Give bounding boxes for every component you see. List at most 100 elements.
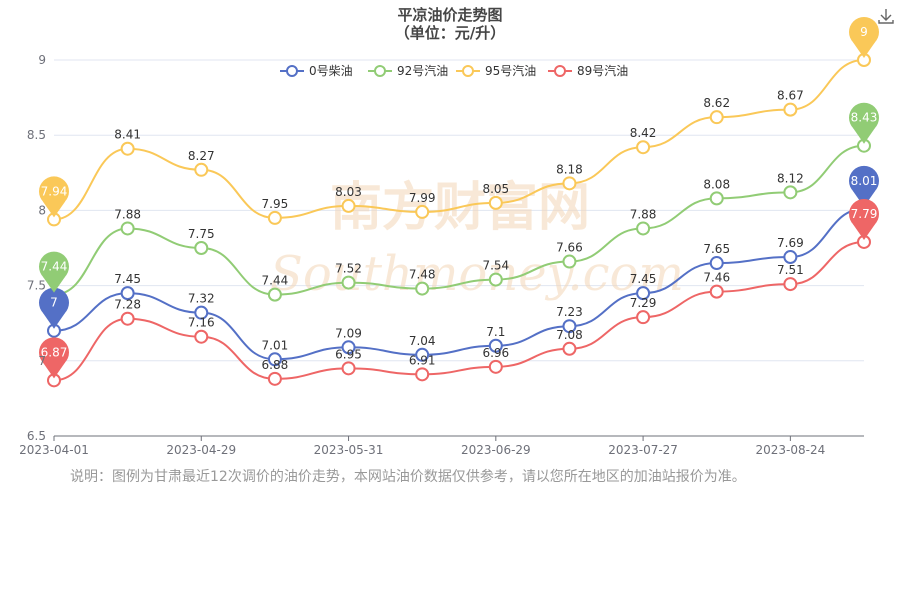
data-point[interactable] [415, 281, 430, 296]
data-point[interactable] [341, 361, 356, 376]
data-label: 7.95 [262, 197, 289, 211]
legend-marker [462, 65, 474, 77]
data-point[interactable] [562, 341, 577, 356]
data-label: 7.99 [409, 191, 436, 205]
data-point[interactable] [267, 287, 282, 302]
data-point[interactable] [709, 191, 724, 206]
data-point[interactable] [267, 210, 282, 225]
data-point[interactable] [194, 329, 209, 344]
data-point[interactable] [120, 311, 135, 326]
data-label: 7.65 [703, 242, 730, 256]
data-point[interactable] [488, 338, 503, 353]
data-point[interactable] [415, 347, 430, 362]
data-point[interactable] [341, 198, 356, 213]
data-label: 6.96 [482, 346, 509, 360]
data-label: 8.27 [188, 149, 215, 163]
data-point[interactable] [341, 340, 356, 355]
x-tick-label: 2023-04-29 [166, 443, 236, 457]
data-point[interactable] [194, 241, 209, 255]
data-point[interactable] [415, 204, 430, 219]
y-tick-label: 9 [38, 53, 46, 67]
pin-tail [852, 223, 876, 240]
data-label: 7.09 [335, 326, 362, 340]
data-point[interactable] [783, 102, 798, 117]
marker-pin: 7 [39, 287, 69, 329]
data-label: 7.54 [482, 259, 509, 273]
data-label: 7.51 [777, 263, 804, 277]
data-point[interactable] [488, 195, 503, 210]
pin-head [39, 337, 69, 368]
pin-label: 7.79 [851, 207, 878, 221]
data-point[interactable] [267, 371, 282, 386]
data-point[interactable] [783, 277, 798, 292]
y-tick-label: 8.5 [27, 128, 46, 142]
data-point[interactable] [709, 284, 724, 299]
legend-marker [374, 65, 386, 77]
y-tick-label: 6.5 [27, 429, 46, 443]
y-tick-label: 7.5 [27, 279, 46, 293]
y-tick-label: 8 [38, 203, 46, 217]
pin-tail [852, 41, 876, 58]
pin-head [849, 165, 879, 196]
data-label: 7.29 [630, 296, 657, 310]
pin-head [849, 17, 879, 47]
data-point[interactable] [194, 162, 209, 177]
data-label: 7.45 [114, 272, 141, 286]
pin-label: 6.87 [41, 345, 68, 359]
watermark-text-en: Southmoney.com [270, 246, 684, 302]
data-point[interactable] [415, 367, 430, 382]
data-label: 7.46 [703, 271, 730, 285]
data-label: 8.08 [703, 177, 730, 191]
marker-pin: 8.01 [849, 165, 879, 207]
data-point[interactable] [636, 140, 651, 155]
x-tick-label: 2023-06-29 [461, 443, 531, 457]
data-label: 7.75 [188, 227, 215, 241]
data-point[interactable] [636, 221, 651, 236]
data-point[interactable] [120, 286, 135, 301]
pin-head [39, 287, 69, 318]
data-point[interactable] [341, 275, 356, 290]
series-group [47, 53, 871, 388]
data-point[interactable] [636, 286, 651, 301]
data-point[interactable] [120, 141, 135, 156]
x-tick-label: 2023-04-01 [19, 443, 89, 457]
pin-tail [852, 127, 876, 144]
data-label: 7.66 [556, 241, 583, 255]
data-label: 7.23 [556, 305, 583, 319]
legend: 0号柴油 92号汽油 95号汽油 89号汽油 [280, 63, 628, 78]
data-point[interactable] [636, 310, 651, 325]
data-point[interactable] [120, 221, 135, 236]
pin-label: 7.94 [41, 184, 68, 198]
data-point[interactable] [267, 352, 282, 367]
data-point[interactable] [783, 250, 798, 265]
data-point[interactable] [562, 254, 577, 269]
data-label: 8.42 [630, 126, 657, 140]
pin-label: 9 [860, 25, 868, 39]
legend-label: 95号汽油 [485, 63, 536, 78]
x-tick-label: 2023-05-31 [314, 443, 384, 457]
data-label: 7.88 [630, 207, 657, 221]
data-point[interactable] [562, 319, 577, 334]
legend-item[interactable]: 92号汽油 [368, 63, 448, 78]
data-labels: 7.45 7.32 7.01 7.09 7.04 7.1 7.23 7.45 7.65 7.69 7… [114, 89, 803, 372]
data-point[interactable] [709, 110, 724, 125]
legend-item[interactable]: 95号汽油 [456, 63, 536, 78]
data-label: 7.01 [262, 338, 289, 352]
download-icon[interactable] [876, 6, 896, 26]
data-point[interactable] [488, 359, 503, 374]
data-label: 6.91 [409, 353, 436, 367]
data-point[interactable] [783, 185, 798, 200]
legend-item[interactable]: 0号柴油 [280, 64, 353, 78]
chart-title: 平凉油价走势图 [397, 6, 502, 24]
marker-pin: 8.43 [849, 102, 879, 144]
data-point[interactable] [194, 305, 209, 320]
grid [54, 59, 864, 437]
x-tick-label: 2023-07-27 [608, 443, 678, 457]
data-label: 7.32 [188, 292, 215, 306]
data-point[interactable] [488, 272, 503, 287]
data-point[interactable] [709, 256, 724, 271]
legend-item[interactable]: 89号汽油 [548, 63, 628, 78]
data-point[interactable] [562, 176, 577, 191]
data-label: 8.67 [777, 89, 804, 103]
